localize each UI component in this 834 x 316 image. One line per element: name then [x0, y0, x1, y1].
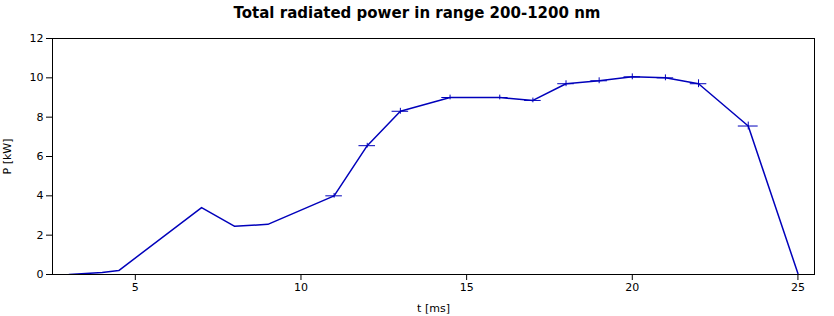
- svg-text:15: 15: [460, 281, 474, 294]
- svg-text:20: 20: [625, 281, 639, 294]
- svg-text:25: 25: [791, 281, 805, 294]
- svg-text:P [kW]: P [kW]: [1, 139, 14, 175]
- html-text:Total radiated power in range: Total radiated power in range 200-1200 n…: [233, 4, 601, 22]
- svg-text:2: 2: [37, 229, 44, 242]
- svg-text:8: 8: [37, 111, 44, 124]
- svg-text:6: 6: [37, 150, 44, 163]
- svg-text:10: 10: [30, 71, 44, 84]
- svg-text:0: 0: [37, 268, 44, 281]
- svg-text:12: 12: [30, 32, 44, 45]
- svg-text:4: 4: [37, 189, 44, 202]
- svg-text:5: 5: [132, 281, 139, 294]
- svg-text:10: 10: [294, 281, 308, 294]
- svg-text:t [ms]: t [ms]: [417, 302, 450, 315]
